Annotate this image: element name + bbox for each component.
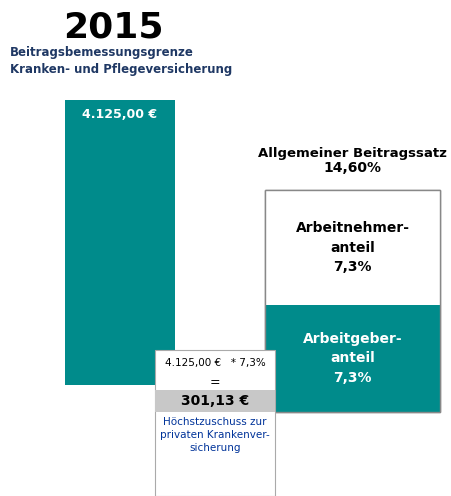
Bar <box>155 350 275 496</box>
Text: Höchstzuschuss zur
privaten Krankenver-
sicherung: Höchstzuschuss zur privaten Krankenver- … <box>160 417 270 453</box>
Text: Arbeitgeber-
anteil
7,3%: Arbeitgeber- anteil 7,3% <box>303 332 402 385</box>
Bar <box>265 190 440 412</box>
Text: =: = <box>210 376 220 389</box>
Text: 14,60%: 14,60% <box>323 161 382 175</box>
Text: 4.125,00 €: 4.125,00 € <box>83 108 157 121</box>
Bar <box>65 100 175 385</box>
Text: 2015: 2015 <box>63 10 163 44</box>
Text: Arbeitnehmer-
anteil
7,3%: Arbeitnehmer- anteil 7,3% <box>295 221 410 274</box>
Text: Allgemeiner Beitragssatz: Allgemeiner Beitragssatz <box>258 147 447 160</box>
Bar <box>265 190 440 412</box>
Bar <box>155 390 275 412</box>
Text: 4.125,00 €   * 7,3%: 4.125,00 € * 7,3% <box>165 358 265 368</box>
Text: Beitragsbemessungsgrenze
Kranken- und Pflegeversicherung: Beitragsbemessungsgrenze Kranken- und Pf… <box>10 46 232 76</box>
Text: 301,13 €: 301,13 € <box>181 394 249 408</box>
Bar <box>265 190 440 305</box>
Bar <box>265 305 440 412</box>
